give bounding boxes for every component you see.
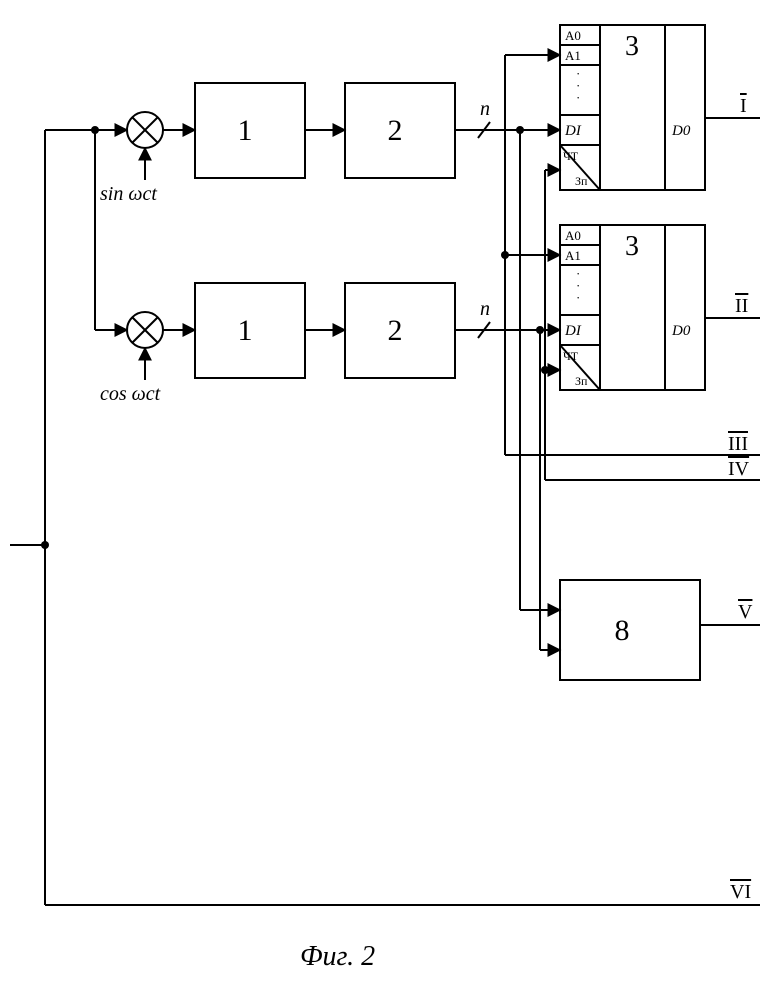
b3t-di: DI [564, 123, 582, 139]
b3t-num: 3 [625, 31, 639, 62]
out-V-label: V [738, 601, 753, 623]
block-1-top-label: 1 [238, 114, 253, 147]
out-I-label: I [740, 95, 747, 117]
block-1-bot-label: 1 [238, 314, 253, 347]
block-8 [560, 580, 700, 680]
b3t-a0: A0 [565, 28, 581, 43]
b3b-ct: ЧТ [563, 349, 579, 363]
b3t-a1: A1 [565, 48, 581, 63]
figure-caption: Фиг. 2 [300, 941, 375, 972]
diagram-canvas: sin ωct 1 2 n cos ωct 1 2 n A0 A1 [0, 0, 780, 986]
b3b-num: 3 [625, 231, 639, 262]
b3b-a1: A1 [565, 248, 581, 263]
out-III-label: III [728, 433, 748, 455]
b3t-dots3: · [576, 90, 580, 105]
b3b-zp: Зп [575, 374, 588, 388]
b3b-a0: A0 [565, 228, 581, 243]
b3b-di: DI [564, 323, 582, 339]
b3t-do: D0 [671, 123, 691, 139]
b3t-zp: Зп [575, 174, 588, 188]
block-2-top-label: 2 [388, 114, 403, 147]
n-label-top: n [480, 98, 490, 120]
cos-label: cos ωct [100, 383, 161, 405]
block-3-top: A0 A1 · · · DI ЧТ Зп D0 3 [560, 25, 705, 190]
n-label-bot: n [480, 298, 490, 320]
block-2-bot-label: 2 [388, 314, 403, 347]
block-3-bot: A0 A1 · · · DI ЧТ Зп D0 3 [560, 225, 705, 390]
out-IV-label: IV [728, 458, 750, 480]
block-8-label: 8 [615, 614, 630, 647]
sin-label: sin ωct [100, 183, 157, 205]
b3b-do: D0 [671, 323, 691, 339]
b3t-ct: ЧТ [563, 149, 579, 163]
b3b-dots3: · [576, 290, 580, 305]
out-VI-label: VI [730, 881, 751, 903]
out-II-label: II [735, 295, 748, 317]
